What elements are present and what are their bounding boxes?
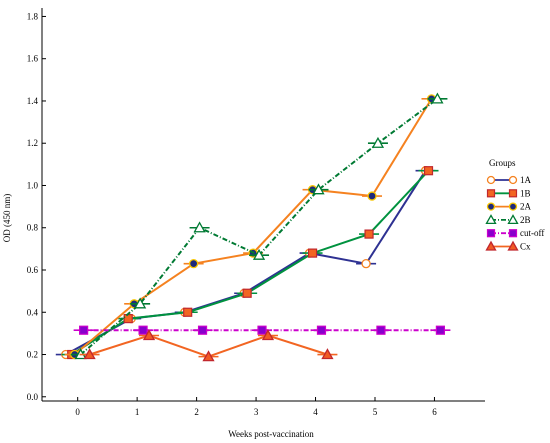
marker — [242, 288, 252, 298]
x-tick-label: 4 — [313, 407, 318, 417]
marker — [376, 325, 386, 335]
axes: 0.0 0.2 0.4 0.6 0.8 1.0 1.2 1.4 1.6 1.8 0 1 2 3 4 5 6 — [27, 8, 485, 417]
marker — [197, 325, 208, 335]
legend-label: cut-off — [520, 228, 544, 238]
x-tick-label: 1 — [135, 407, 140, 417]
marker — [507, 240, 519, 251]
legend-item-1A: 1A — [486, 175, 532, 185]
y-tick-label: 1.2 — [27, 138, 38, 148]
marker — [508, 229, 518, 238]
legend-item-1B: 1B — [486, 188, 531, 198]
marker — [252, 248, 266, 260]
marker — [202, 350, 215, 362]
marker — [79, 325, 89, 335]
legend-label: 2B — [520, 215, 531, 225]
legend-label: 1B — [520, 188, 531, 198]
legend-item-Cx: Cx — [485, 240, 531, 252]
y-tick-label: 0.8 — [27, 223, 39, 233]
marker — [485, 214, 497, 225]
marker — [435, 325, 446, 335]
x-tick-label: 5 — [373, 407, 378, 417]
marker — [486, 189, 496, 198]
marker — [423, 166, 434, 176]
y-tick-label: 1.4 — [27, 96, 39, 106]
marker — [485, 240, 497, 251]
marker — [486, 202, 496, 211]
marker — [508, 189, 518, 198]
series-cut-off — [73, 325, 451, 335]
y-tick-label: 1.8 — [27, 11, 39, 21]
x-tick-label: 3 — [254, 407, 259, 417]
legend-item-cut-off: cut-off — [486, 228, 544, 238]
legend-item-2A: 2A — [486, 202, 532, 212]
marker — [508, 175, 518, 185]
legend-title: Groups — [489, 158, 516, 168]
marker — [142, 329, 156, 341]
y-tick-label: 0.6 — [27, 265, 39, 275]
x-tick-label: 6 — [432, 407, 437, 417]
x-axis-title: Weeks post-vaccination — [228, 429, 314, 439]
marker — [183, 307, 193, 317]
marker — [312, 183, 325, 195]
series-layer — [55, 92, 451, 362]
legend-label: Cx — [520, 242, 531, 252]
marker — [361, 259, 371, 269]
legend-label: 2A — [520, 202, 532, 212]
marker — [83, 348, 96, 360]
legend-label: 1A — [520, 175, 532, 185]
marker — [134, 297, 147, 309]
y-tick-label: 0.4 — [27, 307, 39, 317]
marker — [321, 348, 334, 360]
marker — [507, 214, 519, 225]
marker — [431, 92, 444, 104]
marker — [367, 191, 377, 201]
y-tick-label: 0.0 — [27, 392, 39, 402]
y-tick-label: 1.0 — [27, 180, 39, 190]
marker — [508, 202, 518, 211]
x-tick-label: 0 — [75, 407, 80, 417]
series-Cx — [79, 329, 338, 362]
marker — [188, 259, 199, 269]
marker — [261, 329, 275, 341]
legend: Groups 1A 1B 2A 2B cut-off Cx — [485, 158, 544, 252]
legend-item-2B: 2B — [485, 214, 531, 225]
marker — [138, 325, 148, 335]
marker — [486, 229, 496, 238]
marker — [193, 221, 206, 233]
marker — [364, 229, 374, 239]
marker — [486, 175, 496, 185]
x-tick-label: 2 — [194, 407, 199, 417]
marker — [307, 248, 318, 258]
marker — [123, 313, 133, 324]
y-axis-title: OD (450 nm) — [2, 194, 12, 243]
y-tick-label: 1.6 — [27, 54, 39, 64]
marker — [257, 325, 267, 335]
y-tick-label: 0.2 — [27, 350, 38, 360]
marker — [371, 136, 385, 148]
marker — [316, 325, 327, 335]
